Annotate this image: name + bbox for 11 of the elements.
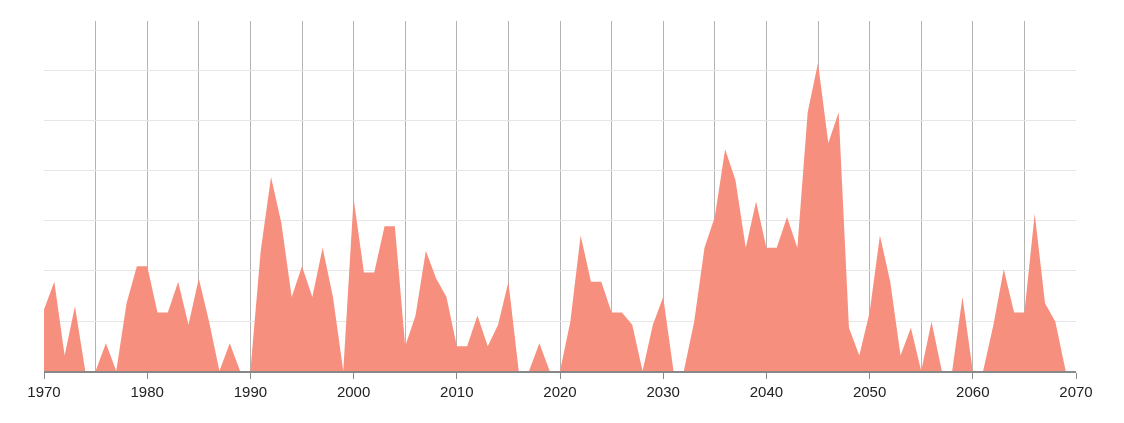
x-tick-label: 1970 [27,382,61,400]
x-tick-label: 2030 [646,382,680,400]
x-tick-label: 2060 [956,382,990,400]
x-tick-label: 2050 [852,382,887,400]
x-tick-label: 2070 [1059,382,1093,400]
x-tick-label: 1980 [130,382,164,400]
x-tick-label: 1990 [233,382,268,400]
x-tick-label: 2020 [543,382,577,400]
x-tick-label: 2010 [440,382,474,400]
x-tick-label: 2040 [749,382,784,400]
x-tick-label: 2000 [336,382,371,400]
